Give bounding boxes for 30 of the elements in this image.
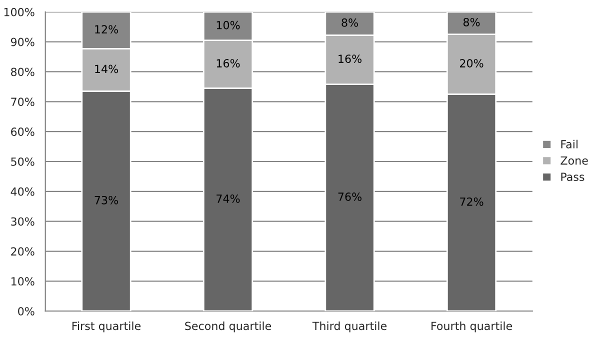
y-tick-label: 10%	[11, 277, 34, 286]
y-tick-label: 0%	[18, 307, 34, 316]
data-label: 72%	[460, 197, 484, 206]
data-label: 8%	[342, 18, 358, 27]
y-tick-label: 70%	[11, 98, 34, 106]
data-label: 20%	[460, 59, 484, 68]
y-tick-label: 60%	[11, 128, 34, 136]
x-tick-label: Second quartile	[185, 322, 272, 332]
data-label: 10%	[216, 20, 240, 30]
data-label: 76%	[338, 192, 362, 201]
x-tick-label: Third quartile	[312, 322, 387, 332]
y-tick-label: 30%	[11, 217, 34, 226]
data-label: 16%	[338, 54, 362, 63]
data-label: 12%	[95, 25, 118, 34]
legend-label: Fail	[561, 140, 578, 148]
x-tick-label: Fourth quartile	[432, 322, 512, 332]
legend-label: Pass	[561, 172, 584, 182]
data-label: 8%	[463, 18, 480, 26]
legend-label: Zone	[560, 156, 588, 165]
data-label: 14%	[95, 64, 118, 74]
data-label: 16%	[216, 59, 240, 68]
y-tick-label: 20%	[11, 247, 34, 256]
data-label: 73%	[94, 196, 118, 204]
data-label: 74%	[216, 194, 240, 203]
y-tick-label: 50%	[11, 157, 34, 166]
x-tick-label: First quartile	[72, 322, 141, 332]
y-tick-label: 90%	[10, 38, 34, 46]
y-tick-label: 40%	[10, 187, 34, 196]
y-tick-label: 80%	[11, 68, 34, 76]
y-tick-label: 100%	[4, 8, 34, 16]
